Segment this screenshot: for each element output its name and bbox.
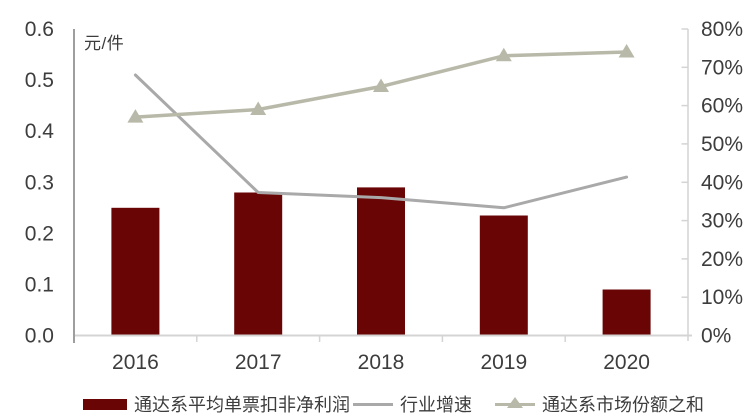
bar-2017 — [234, 192, 283, 336]
left-tick-label: 0.0 — [25, 325, 54, 348]
left-tick-label: 0.6 — [25, 18, 54, 41]
legend-item-industry-growth: 行业增速 — [353, 391, 472, 417]
line-swatch — [353, 397, 393, 411]
triangle-marker-2019 — [495, 47, 512, 62]
left-tick-label: 0.3 — [25, 171, 54, 194]
legend-label: 行业增速 — [400, 395, 472, 415]
left-axis-labels: 0.0 0.1 0.2 0.3 0.4 0.5 0.6 — [25, 18, 55, 348]
right-tick-label: 70% — [701, 56, 743, 79]
bar-2016 — [111, 207, 160, 336]
right-tick-label: 0% — [701, 325, 731, 348]
left-axis-unit-label: 元/件 — [84, 34, 125, 53]
right-axis-labels: 0% 10% 20% 30% 40% 50% 60% 70% 80% — [701, 18, 743, 348]
left-tick-label: 0.1 — [25, 273, 54, 296]
right-tick-label: 40% — [701, 171, 743, 194]
market-share-markers — [127, 44, 635, 123]
triangle-marker-icon — [507, 397, 523, 408]
legend: 通达系平均单票扣非净利润 行业增速 通达系市场份额之和 — [0, 391, 750, 417]
left-tick-label: 0.5 — [25, 69, 54, 92]
right-tick-label: 50% — [701, 133, 743, 156]
left-tick-label: 0.2 — [25, 222, 54, 245]
bar-2020 — [602, 289, 651, 336]
right-tick-label: 80% — [701, 18, 743, 41]
category-label-2016: 2016 — [112, 351, 159, 374]
legend-item-profit-bar: 通达系平均单票扣非净利润 — [83, 391, 350, 417]
legend-label: 通达系平均单票扣非净利润 — [134, 395, 350, 415]
bar-2018 — [357, 187, 405, 336]
category-label-2020: 2020 — [603, 351, 650, 374]
legend-label: 通达系市场份额之和 — [542, 395, 704, 415]
right-tick-label: 30% — [701, 210, 743, 233]
right-tick-label: 10% — [701, 286, 743, 309]
category-labels: 2016 2017 2018 2019 2020 — [112, 351, 650, 374]
bar-swatch — [83, 398, 127, 410]
bars-group — [111, 187, 651, 336]
category-label-2019: 2019 — [480, 351, 527, 374]
industry-growth-line — [133, 73, 629, 210]
right-tick-label: 60% — [701, 95, 743, 118]
bar-2019 — [479, 215, 528, 336]
triangle-marker-2017 — [250, 101, 267, 115]
right-tick-label: 20% — [701, 248, 743, 271]
category-label-2017: 2017 — [235, 351, 282, 374]
triangle-marker-2020 — [618, 44, 635, 58]
triangle-line-swatch — [495, 397, 535, 411]
triangle-marker-2016 — [127, 109, 144, 123]
category-label-2018: 2018 — [358, 351, 405, 374]
triangle-marker-2018 — [373, 78, 389, 92]
left-tick-label: 0.4 — [25, 120, 55, 143]
legend-item-market-share: 通达系市场份额之和 — [495, 391, 704, 417]
